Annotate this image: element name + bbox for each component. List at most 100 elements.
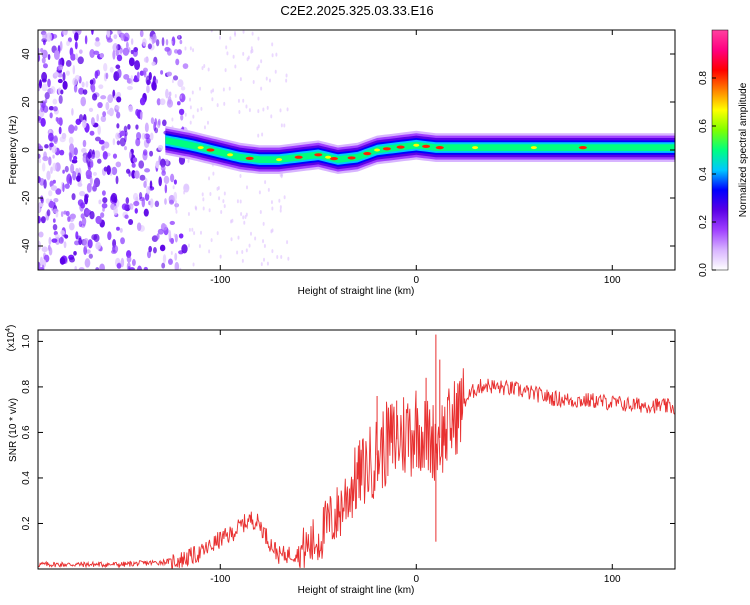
noise-blob xyxy=(218,35,221,40)
noise-blob xyxy=(171,117,174,122)
noise-blob xyxy=(129,151,132,159)
noise-blob xyxy=(232,54,235,59)
noise-blob xyxy=(125,168,131,174)
noise-blob xyxy=(63,210,67,215)
noise-blob xyxy=(174,234,177,239)
noise-blob xyxy=(223,204,226,209)
noise-blob xyxy=(207,67,210,72)
noise-blob xyxy=(162,254,167,264)
noise-blob xyxy=(106,37,113,43)
snr-frame xyxy=(37,329,676,570)
y-tick-label: -20 xyxy=(21,190,32,205)
noise-blob xyxy=(48,156,52,166)
noise-blob xyxy=(38,231,44,238)
noise-blob xyxy=(78,49,83,54)
noise-blob xyxy=(208,249,211,254)
noise-blob xyxy=(99,263,105,270)
noise-blob xyxy=(116,54,123,62)
noise-blob xyxy=(268,78,271,83)
signal-peak xyxy=(396,145,405,149)
noise-blob xyxy=(115,175,119,185)
noise-blob xyxy=(58,237,64,244)
noise-blob xyxy=(111,166,118,176)
noise-blob xyxy=(103,141,110,149)
noise-blob xyxy=(150,117,155,124)
noise-blob xyxy=(52,223,58,231)
noise-blob xyxy=(98,139,105,145)
noise-blob xyxy=(257,109,260,114)
noise-blob xyxy=(119,130,126,137)
noise-blob xyxy=(65,70,70,76)
noise-blob xyxy=(112,43,119,53)
noise-blob xyxy=(279,108,282,113)
signal-peak xyxy=(276,158,283,162)
noise-blob xyxy=(41,49,48,59)
noise-blob xyxy=(180,114,184,121)
signal-peak xyxy=(413,143,420,147)
colorbar-tick-label: 0.6 xyxy=(698,119,709,133)
noise-blob xyxy=(242,30,245,34)
noise-blob xyxy=(134,207,138,214)
noise-blob xyxy=(48,190,53,197)
noise-blob xyxy=(171,40,174,45)
noise-blob xyxy=(267,187,270,192)
noise-blob xyxy=(80,96,87,107)
noise-blob xyxy=(166,99,174,108)
noise-blob xyxy=(123,32,130,42)
noise-blob xyxy=(257,133,260,138)
noise-blob xyxy=(262,239,265,244)
noise-blob xyxy=(174,267,177,270)
noise-blob xyxy=(143,266,148,270)
noise-blob xyxy=(192,48,195,53)
noise-blob xyxy=(192,262,195,267)
noise-blob xyxy=(151,235,159,243)
noise-blob xyxy=(142,149,148,156)
noise-blob xyxy=(151,61,156,66)
noise-blob xyxy=(84,258,91,268)
noise-blob xyxy=(46,32,52,42)
noise-blob xyxy=(154,127,159,134)
noise-blob xyxy=(146,137,151,144)
noise-blob xyxy=(168,91,172,97)
noise-blob xyxy=(116,68,122,79)
noise-blob xyxy=(274,69,277,74)
noise-blob xyxy=(196,108,199,113)
noise-blob xyxy=(133,75,138,82)
noise-blob xyxy=(62,71,66,82)
noise-blob xyxy=(160,158,166,168)
noise-blob xyxy=(41,162,46,172)
noise-blob xyxy=(62,169,65,174)
noise-blob xyxy=(94,40,101,47)
noise-blob xyxy=(169,199,174,205)
signal-peak xyxy=(325,155,332,159)
noise-blob xyxy=(155,39,160,47)
noise-blob xyxy=(53,197,59,203)
noise-blob xyxy=(146,185,151,195)
spectrogram-ticks: -100 0 100 -40 -20 0 20 40 xyxy=(21,30,675,286)
y-tick-label: 0 xyxy=(21,147,32,153)
noise-blob xyxy=(92,171,98,176)
noise-blob xyxy=(73,125,78,131)
noise-blob xyxy=(223,101,226,106)
noise-blob xyxy=(261,132,264,137)
noise-blob xyxy=(120,257,125,268)
noise-blob xyxy=(106,30,111,38)
signal-peak xyxy=(197,146,204,150)
noise-blob xyxy=(123,125,128,133)
noise-blob xyxy=(96,113,99,122)
noise-blob xyxy=(97,158,102,164)
noise-blob xyxy=(170,173,175,183)
noise-blob xyxy=(87,239,93,249)
noise-blob xyxy=(106,165,111,176)
x-tick-label: -100 xyxy=(210,574,230,585)
noise-blob xyxy=(212,88,215,93)
noise-blob xyxy=(77,172,81,181)
noise-blob xyxy=(40,47,44,53)
noise-blob xyxy=(52,162,57,172)
noise-blob xyxy=(229,36,232,41)
y-tick-label: 0.4 xyxy=(21,471,32,485)
noise-blob xyxy=(266,261,269,266)
noise-blob xyxy=(124,145,127,151)
noise-blob xyxy=(266,105,269,110)
snr-multiplier: (x104) xyxy=(5,325,17,352)
